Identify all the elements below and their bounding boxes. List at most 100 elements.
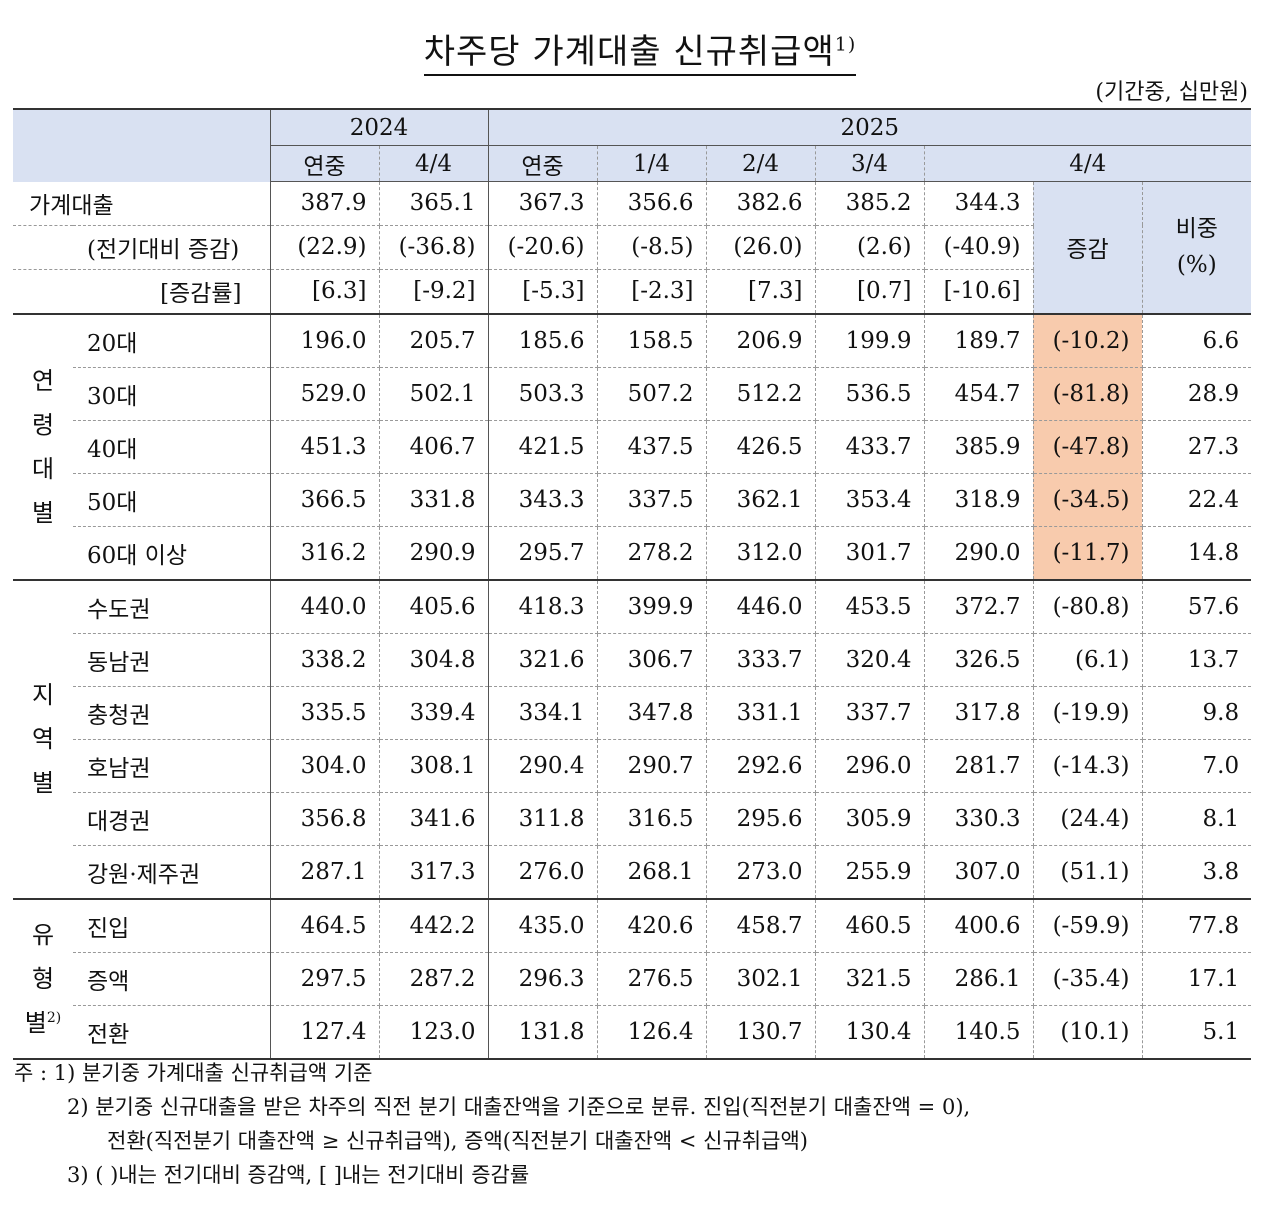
cell: 287.1 xyxy=(270,845,380,900)
group-label-text: 연 령 대 별 xyxy=(31,366,55,527)
cell: 158.5 xyxy=(597,313,707,368)
cell: (-36.8) xyxy=(379,225,489,270)
header-year-2025: 2025 xyxy=(488,108,1252,146)
cell: (26.0) xyxy=(706,225,816,270)
cell: 286.1 xyxy=(924,952,1034,1006)
cell: 426.5 xyxy=(706,420,816,474)
cell: (22.9) xyxy=(270,225,380,270)
cell: 335.5 xyxy=(270,686,380,740)
cell: 343.3 xyxy=(488,473,598,527)
cell: 440.0 xyxy=(270,579,380,634)
cell: 278.2 xyxy=(597,526,707,581)
footnotes: 주 : 1) 분기중 가계대출 신규취급액 기준 2) 분기중 신규대출을 받은… xyxy=(14,1056,1254,1192)
cell: 418.3 xyxy=(488,579,598,634)
row-label: 30대 xyxy=(73,367,271,421)
cell: 406.7 xyxy=(379,420,489,474)
cell: 304.8 xyxy=(379,633,489,687)
cell: [0.7] xyxy=(815,269,925,315)
cell: 507.2 xyxy=(597,367,707,421)
share-cell: 3.8 xyxy=(1142,845,1252,900)
cell: [7.3] xyxy=(706,269,816,315)
row-label: [증감률] xyxy=(73,269,271,315)
cell: 421.5 xyxy=(488,420,598,474)
group-label: 연 령 대 별 xyxy=(13,313,73,581)
share-cell: 22.4 xyxy=(1142,473,1252,527)
cell: 205.7 xyxy=(379,313,489,368)
cell: [-10.6] xyxy=(924,269,1034,315)
share-cell: 28.9 xyxy=(1142,367,1252,421)
total-diff-row: (전기대비 증감) (22.9) (-36.8) (-20.6) (-8.5) … xyxy=(13,225,1251,270)
row-label: 증액 xyxy=(73,952,271,1006)
cell: 308.1 xyxy=(379,739,489,793)
change-cell: (-47.8) xyxy=(1033,420,1143,474)
cell: 460.5 xyxy=(815,898,925,953)
change-cell: (-14.3) xyxy=(1033,739,1143,793)
cell: 318.9 xyxy=(924,473,1034,527)
cell: 185.6 xyxy=(488,313,598,368)
cell: 123.0 xyxy=(379,1005,489,1060)
cell: 326.5 xyxy=(924,633,1034,687)
cell: 536.5 xyxy=(815,367,925,421)
row-label: (전기대비 증감) xyxy=(73,225,271,270)
change-cell: (-80.8) xyxy=(1033,579,1143,634)
header-col: 4/4 xyxy=(379,145,489,182)
table-row: 증액 297.5 287.2 296.3 276.5 302.1 321.5 286.1 (-3… xyxy=(13,952,1252,1006)
cell: 290.9 xyxy=(379,526,489,581)
header-year-2024: 2024 xyxy=(270,108,489,146)
table-row: 호남권 304.0 308.1 290.4 290.7 292.6 296.0 281.7 (-… xyxy=(13,739,1252,793)
header-share-unit: (%) xyxy=(1176,252,1217,279)
cell: 353.4 xyxy=(815,473,925,527)
cell: 321.6 xyxy=(488,633,598,687)
cell: 189.7 xyxy=(924,313,1034,368)
group-footnote-mark: 2) xyxy=(46,1009,62,1026)
share-cell: 5.1 xyxy=(1142,1005,1252,1060)
share-cell: 13.7 xyxy=(1142,633,1252,687)
cell: 320.4 xyxy=(815,633,925,687)
cell: 502.1 xyxy=(379,367,489,421)
cell: 290.4 xyxy=(488,739,598,793)
footnote-2: 2) 분기중 신규대출을 받은 차주의 직전 분기 대출잔액을 기준으로 분류.… xyxy=(67,1095,971,1119)
cell: (-8.5) xyxy=(597,225,707,270)
cell: 321.5 xyxy=(815,952,925,1006)
row-label: 20대 xyxy=(73,313,271,368)
cell: 296.3 xyxy=(488,952,598,1006)
cell: [-5.3] xyxy=(488,269,598,315)
table-row: 40대 451.3 406.7 421.5 437.5 426.5 433.7 385.9 (-… xyxy=(13,420,1252,474)
cell: 281.7 xyxy=(924,739,1034,793)
table-row: 대경권 356.8 341.6 311.8 316.5 295.6 305.9 330.3 (2… xyxy=(13,792,1252,846)
change-cell: (-59.9) xyxy=(1033,898,1143,953)
cell: 304.0 xyxy=(270,739,380,793)
change-cell: (-11.7) xyxy=(1033,526,1143,581)
cell: 199.9 xyxy=(815,313,925,368)
cell: 317.3 xyxy=(379,845,489,900)
cell: 287.2 xyxy=(379,952,489,1006)
cell: 365.1 xyxy=(379,181,489,226)
footnote-2-cont: 전환(직전분기 대출잔액 ≥ 신규취급액), 증액(직전분기 대출잔액 < 신규… xyxy=(107,1129,808,1153)
cell: 296.0 xyxy=(815,739,925,793)
cell: 400.6 xyxy=(924,898,1034,953)
title-footnote-mark: 1) xyxy=(834,33,857,56)
total-rate-row: [증감률] [6.3] [-9.2] [-5.3] [-2.3] [7.3] [… xyxy=(13,269,1251,315)
header-row-periods: 연중 4/4 연중 1/4 2/4 3/4 4/4 xyxy=(13,145,1252,182)
table-row: 충청권 335.5 339.4 334.1 347.8 331.1 337.7 317.8 (-… xyxy=(13,686,1252,740)
cell: 292.6 xyxy=(706,739,816,793)
cell: 453.5 xyxy=(815,579,925,634)
header-col: 1/4 xyxy=(597,145,707,182)
cell: 382.6 xyxy=(706,181,816,226)
header-col: 연중 xyxy=(488,145,598,182)
row-label: 충청권 xyxy=(73,686,271,740)
cell: 372.7 xyxy=(924,579,1034,634)
table-row: 50대 366.5 331.8 343.3 337.5 362.1 353.4 318.9 (-… xyxy=(13,473,1252,527)
row-label: 40대 xyxy=(73,420,271,474)
share-cell: 6.6 xyxy=(1142,313,1252,368)
table-row: 연 령 대 별 20대 196.0 205.7 185.6 158.5 206.9 199.9… xyxy=(13,313,1252,581)
change-cell: (-34.5) xyxy=(1033,473,1143,527)
share-cell: 9.8 xyxy=(1142,686,1252,740)
row-label: 60대 이상 xyxy=(73,526,271,581)
cell: 331.1 xyxy=(706,686,816,740)
cell: (2.6) xyxy=(815,225,925,270)
header-share: 비중 (%) xyxy=(1142,181,1252,315)
cell: [6.3] xyxy=(270,269,380,315)
change-cell: (-81.8) xyxy=(1033,367,1143,421)
cell: 385.9 xyxy=(924,420,1034,474)
